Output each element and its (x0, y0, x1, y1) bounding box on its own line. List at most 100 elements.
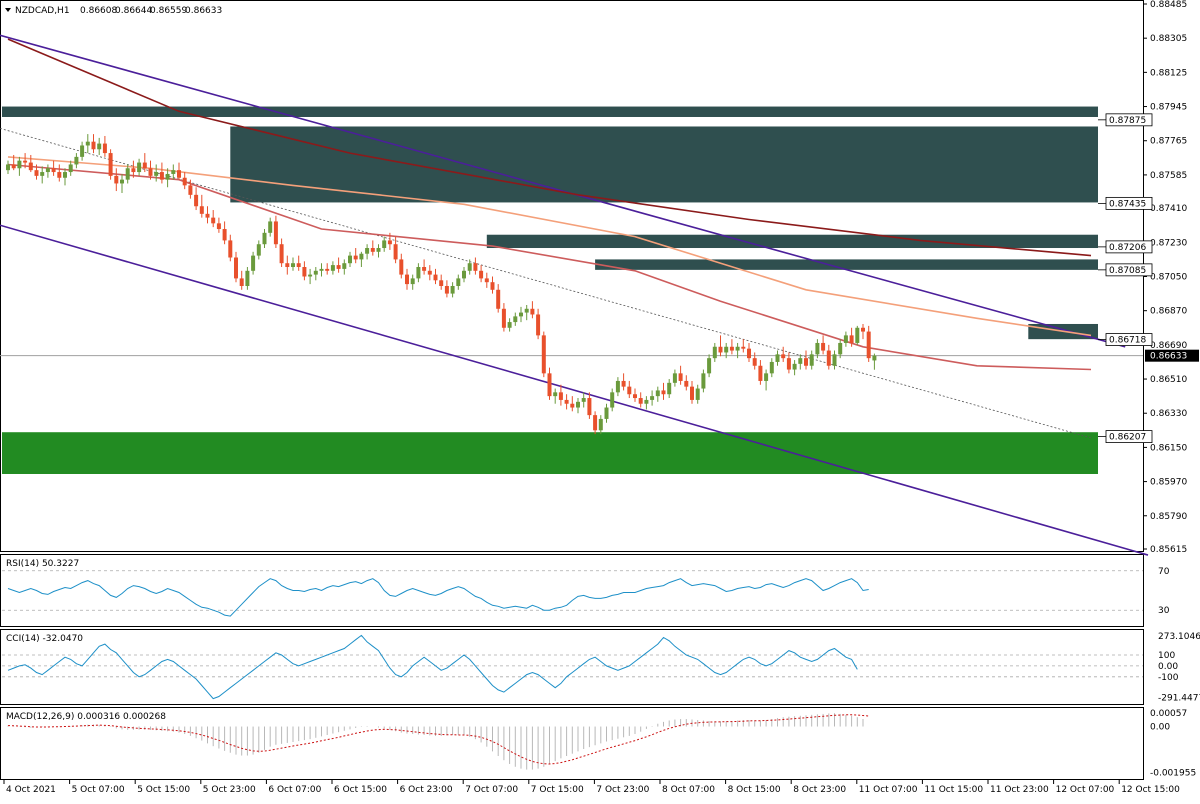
candle-body (621, 380, 626, 387)
level-label: 0.87085 (1109, 266, 1146, 276)
time-tick-label: 6 Oct 23:00 (400, 785, 453, 795)
support-zone (2, 432, 1098, 474)
candle-body (707, 358, 712, 374)
candle-body (627, 386, 632, 395)
candle-body (593, 415, 598, 431)
candle-body (450, 285, 455, 294)
candle-body (154, 172, 159, 176)
candle-body (695, 388, 700, 400)
candle-body (581, 398, 586, 402)
candle-body (661, 390, 666, 395)
price-tick-label: 0.88485 (1150, 0, 1187, 10)
candle-body (513, 316, 518, 323)
rsi-label: RSI(14) 50.3227 (6, 559, 79, 569)
candle-body (74, 156, 79, 165)
candle-body (28, 162, 33, 171)
current-price-box (1145, 349, 1199, 362)
candle-body (171, 170, 176, 174)
candle-body (416, 267, 421, 279)
candle-body (325, 268, 330, 271)
candle-body (85, 141, 90, 146)
price-tick-label: 0.87410 (1150, 204, 1187, 214)
candle-body (336, 265, 341, 269)
candle-body (102, 143, 107, 154)
candle-body (690, 386, 694, 400)
candle-body (222, 229, 227, 241)
moving-average-sma-slow (7, 38, 1092, 257)
candle-body (319, 268, 324, 271)
candle-body (724, 346, 729, 353)
candle-body (370, 248, 375, 252)
candle-body (644, 399, 649, 404)
candle-body (34, 170, 39, 176)
candle-body (410, 278, 415, 285)
candle-body (701, 373, 706, 389)
level-label: 0.87875 (1109, 116, 1146, 126)
candle-body (279, 244, 284, 264)
time-tick-label: 7 Oct 15:00 (531, 785, 584, 795)
price-tick-label: 0.86510 (1150, 375, 1187, 385)
candle-body (826, 350, 831, 366)
candle-body (348, 255, 352, 264)
candle-body (353, 255, 358, 260)
cci-label: CCI(14) -32.0470 (6, 634, 83, 644)
resistance-zone-1 (2, 106, 1098, 117)
candle-body (205, 213, 210, 218)
candle-body (439, 280, 444, 286)
candle-body (655, 390, 660, 397)
open-value: 0.86608 (80, 6, 117, 16)
candle-body (216, 223, 221, 230)
candle-body (718, 346, 723, 353)
candle-body (57, 172, 62, 178)
candle-body (684, 380, 689, 387)
candle-body (177, 170, 181, 178)
price-axis: 0.88485 0.88305 0.88125 0.87945 0.87765 0.875… (1098, 0, 1199, 555)
price-tick-label: 0.87945 (1150, 103, 1187, 113)
collapse-triangle-icon[interactable] (5, 8, 11, 12)
level-label: 0.87435 (1109, 199, 1146, 209)
candle-body (387, 240, 392, 245)
price-tick-label: 0.86870 (1150, 307, 1187, 317)
candle-body (667, 382, 672, 395)
moving-average-sma-fast (7, 163, 1092, 371)
candle-body (821, 342, 826, 351)
candle-body (758, 365, 763, 381)
low-value: 0.86559 (150, 6, 187, 16)
resistance-zone-4 (595, 259, 1098, 270)
candle-body (838, 342, 843, 355)
candle-body (484, 278, 489, 283)
candle-body (798, 358, 803, 364)
time-tick-label: 11 Oct 07:00 (859, 785, 918, 795)
candle-body (182, 177, 187, 186)
candle-body (524, 308, 529, 313)
macd-layer: 0.00057 0.00 -0.001955 (7, 709, 1196, 778)
candle-body (735, 346, 740, 351)
candle-body (342, 263, 347, 269)
candle-body (712, 346, 717, 359)
candle-body (211, 217, 216, 224)
cci-tick-label: -291.4477 (1158, 694, 1200, 704)
candle-body (832, 354, 837, 366)
candle-body (17, 160, 22, 169)
candle-body (564, 399, 569, 404)
candle-body (256, 244, 261, 256)
time-tick-label: 8 Oct 15:00 (728, 785, 781, 795)
candle-body (638, 398, 643, 404)
candle-body (291, 263, 295, 268)
candle-body (672, 373, 677, 383)
candle-body (781, 354, 786, 359)
resistance-zone-2 (230, 126, 1099, 203)
candle-body (262, 232, 267, 245)
time-tick-label: 8 Oct 07:00 (662, 785, 715, 795)
candle-body (678, 373, 683, 381)
candle-body (45, 168, 50, 173)
close-value: 0.86633 (185, 6, 222, 16)
candle-body (51, 168, 56, 173)
candle-body (108, 153, 113, 176)
candle-body (752, 358, 757, 366)
time-tick-label: 6 Oct 07:00 (268, 785, 321, 795)
price-tick-label: 0.85615 (1150, 545, 1187, 555)
time-tick-label: 11 Oct 23:00 (990, 785, 1049, 795)
price-tick-label: 0.86330 (1150, 409, 1187, 419)
